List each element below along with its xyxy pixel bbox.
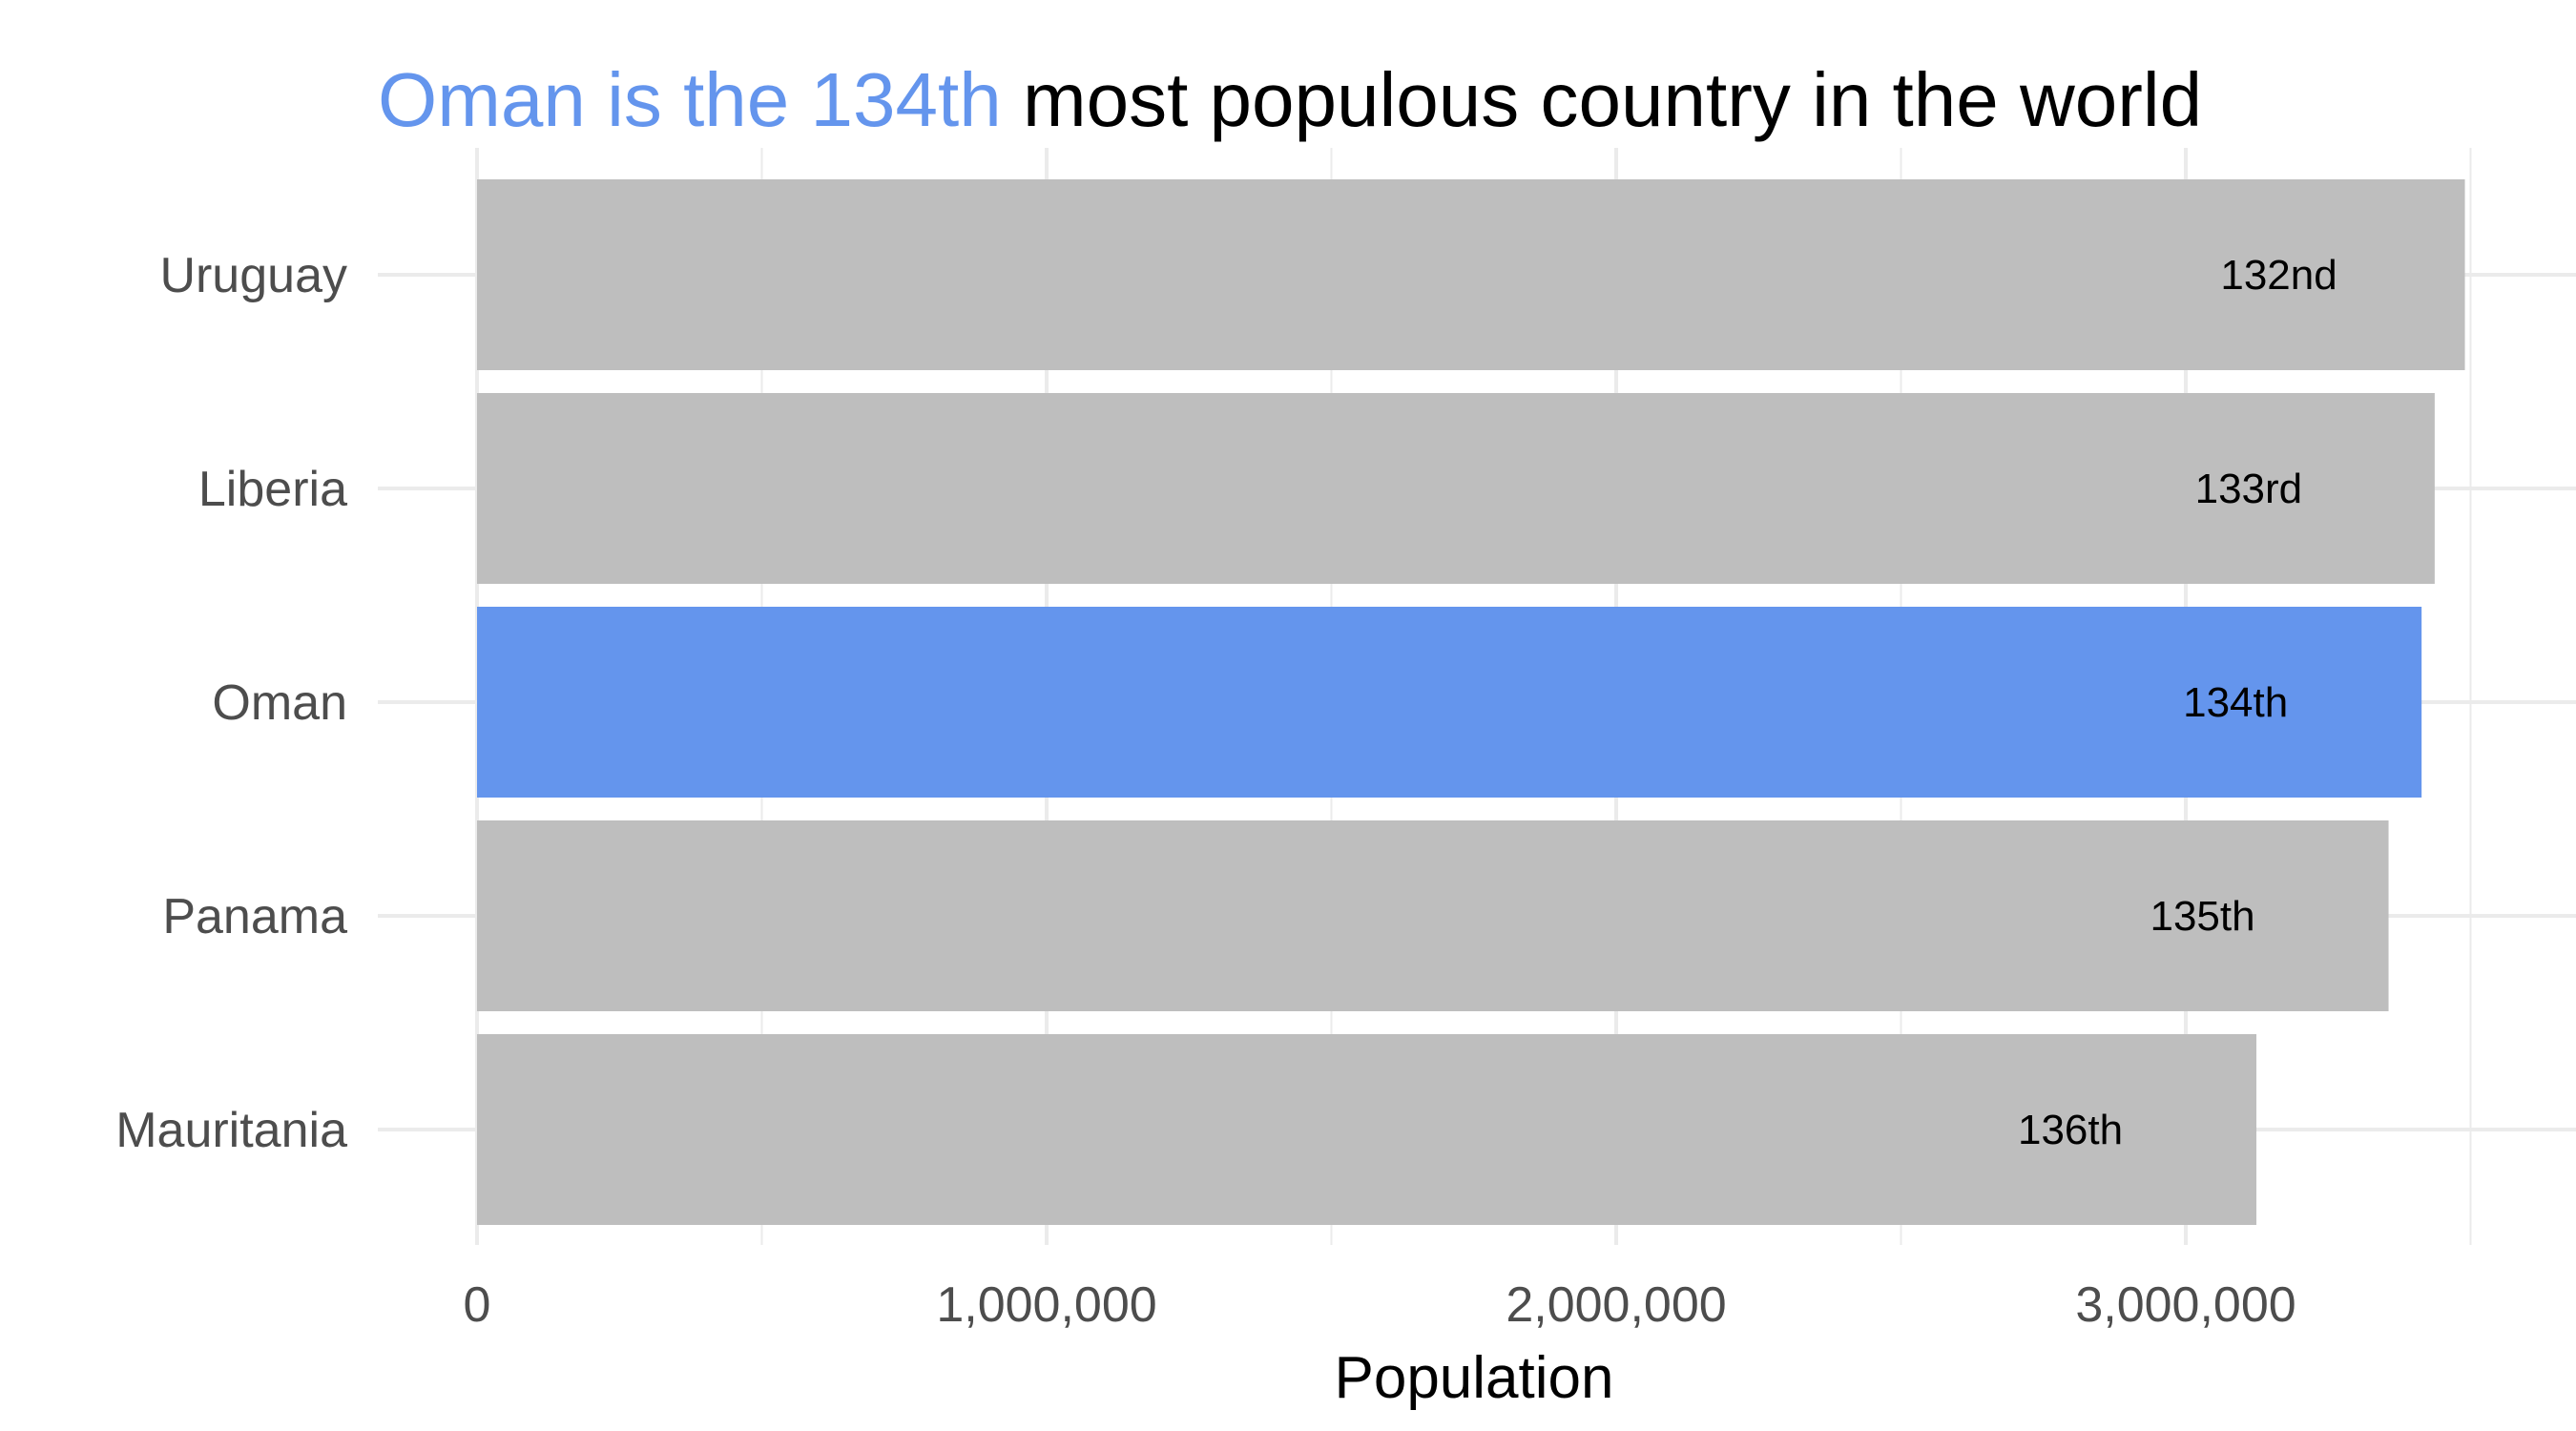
bar-mauritania <box>477 1034 2257 1225</box>
x-axis-tick-labels: 0 1,000,000 2,000,000 3,000,000 <box>464 1277 2296 1333</box>
chart-title-rest: most populous country in the world <box>1023 57 2202 142</box>
x-tick-label: 2,000,000 <box>1506 1277 1726 1333</box>
y-tick-label-oman: Oman <box>212 675 347 731</box>
bar-label-panama: 135th <box>2150 893 2254 940</box>
x-tick-label: 1,000,000 <box>936 1277 1156 1333</box>
bar-label-uruguay: 132nd <box>2220 252 2337 299</box>
x-tick-label: 3,000,000 <box>2075 1277 2296 1333</box>
bar-liberia <box>477 393 2435 584</box>
bar-label-oman: 134th <box>2183 679 2288 726</box>
bar-label-liberia: 133rd <box>2195 466 2303 512</box>
bar-label-mauritania: 136th <box>2018 1107 2123 1153</box>
x-axis-title: Population <box>1334 1345 1613 1411</box>
y-tick-label-uruguay: Uruguay <box>159 248 347 303</box>
chart-title: Oman is the 134th most populous country … <box>378 57 2202 142</box>
chart-title-highlight: Oman is the 134th <box>378 57 1002 142</box>
y-tick-label-mauritania: Mauritania <box>115 1103 347 1158</box>
bar-uruguay <box>477 179 2465 370</box>
x-tick-label: 0 <box>464 1277 491 1333</box>
bar-panama <box>477 820 2389 1011</box>
bars <box>477 179 2465 1225</box>
y-tick-label-liberia: Liberia <box>198 462 347 517</box>
bar-oman <box>477 607 2422 798</box>
y-axis-tick-labels: Uruguay Liberia Oman Panama Mauritania <box>115 248 347 1158</box>
y-tick-label-panama: Panama <box>162 889 347 944</box>
bar-labels: 132nd 133rd 134th 135th 136th <box>2018 252 2337 1153</box>
